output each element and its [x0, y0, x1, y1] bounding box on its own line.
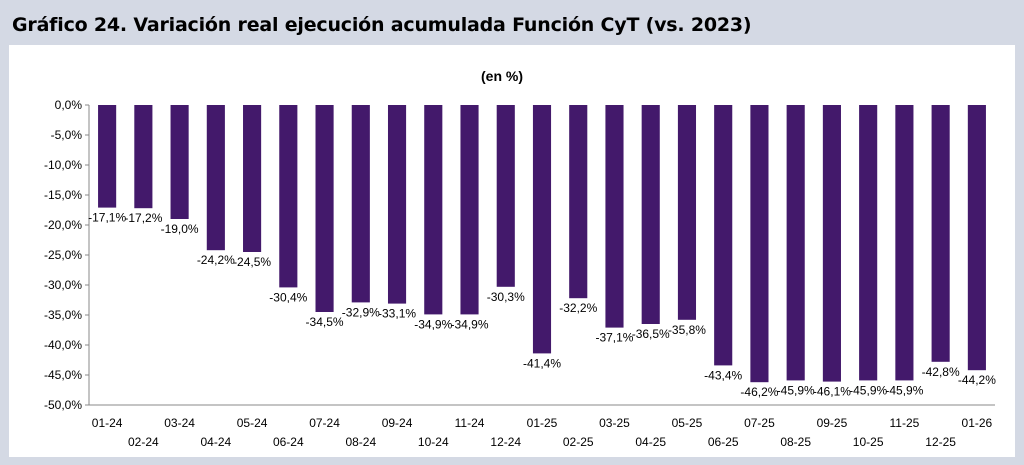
bar — [460, 105, 479, 315]
data-label: -24,5% — [233, 255, 271, 269]
bar — [134, 105, 153, 209]
bar — [822, 105, 841, 382]
data-label: -32,2% — [559, 301, 597, 315]
x-tick-label: 05-25 — [672, 416, 703, 430]
y-tick-label: -10,0% — [44, 158, 82, 172]
x-tick-label: 02-25 — [563, 435, 594, 449]
bar — [641, 105, 660, 324]
x-tick-label: 05-24 — [237, 416, 268, 430]
bar — [895, 105, 914, 381]
data-label: -44,2% — [958, 373, 996, 387]
data-label: -45,9% — [885, 383, 923, 397]
bar — [714, 105, 733, 366]
y-tick-label: -25,0% — [44, 248, 82, 262]
x-tick-label: 10-25 — [853, 435, 884, 449]
x-tick-label: 01-26 — [962, 416, 993, 430]
x-tick-label: 03-24 — [164, 416, 195, 430]
y-tick-label: -35,0% — [44, 308, 82, 322]
data-label: -36,5% — [632, 327, 670, 341]
data-labels-group: -17,1%-17,2%-19,0% -24,2%-24,5% -30,4% -34,… — [88, 211, 996, 400]
x-tick-label: 07-24 — [309, 416, 340, 430]
data-label: -19,0% — [161, 222, 199, 236]
data-label: -24,2% — [197, 253, 235, 267]
bar — [532, 105, 552, 354]
y-tick-label: 0,0% — [55, 98, 83, 112]
bar — [279, 105, 298, 288]
data-label: -34,5% — [306, 315, 344, 329]
data-label: -34,9% — [451, 317, 489, 331]
data-label: -34,9% — [414, 317, 452, 331]
data-label: -35,8% — [668, 323, 706, 337]
y-tick-label: -45,0% — [44, 368, 82, 382]
data-label: -17,1% — [88, 211, 126, 225]
x-tick-label: 12-25 — [925, 435, 956, 449]
axes-group: 0,0%-5,0%-10,0%-15,0%-20,0%-25,0%-30,0%-… — [44, 98, 995, 449]
bar — [243, 105, 262, 252]
data-label: -45,9% — [777, 383, 815, 397]
bar — [98, 105, 117, 208]
x-tick-label: 01-24 — [92, 416, 123, 430]
data-label: -33,1% — [378, 307, 416, 321]
data-label: -42,8% — [922, 365, 960, 379]
x-tick-label: 10-24 — [418, 435, 449, 449]
bar — [424, 105, 443, 315]
y-tick-label: -15,0% — [44, 188, 82, 202]
bars-group — [98, 105, 986, 383]
x-tick-label: 01-25 — [527, 416, 558, 430]
data-label: -43,4% — [704, 368, 742, 382]
bar — [170, 105, 189, 219]
x-tick-label: 11-24 — [455, 416, 485, 430]
data-label: -46,1% — [813, 385, 851, 399]
y-tick-label: -40,0% — [44, 338, 82, 352]
data-label: -45,9% — [849, 383, 887, 397]
y-tick-label: -50,0% — [44, 398, 82, 412]
bar-chart: (en %) 0,0% -5,0% -10,0% -15,0% -20,0% -25,0%… — [44, 68, 996, 449]
bar — [206, 105, 225, 251]
x-tick-label: 11-25 — [889, 416, 919, 430]
x-tick-label: 08-25 — [780, 435, 811, 449]
x-tick-label: 04-25 — [635, 435, 666, 449]
x-tick-label: 06-25 — [708, 435, 739, 449]
x-tick-label: 02-24 — [128, 435, 159, 449]
chart-subtitle: (en %) — [481, 68, 523, 84]
bar — [786, 105, 805, 381]
y-tick-label: -5,0% — [51, 128, 83, 142]
y-tick-label: -30,0% — [44, 278, 82, 292]
data-label: -17,2% — [124, 211, 162, 225]
x-tick-label: 07-25 — [744, 416, 775, 430]
x-tick-label: 09-24 — [382, 416, 413, 430]
y-tick-label: -20,0% — [44, 218, 82, 232]
data-label: -37,1% — [595, 331, 633, 345]
data-label: -30,4% — [269, 290, 307, 304]
x-tick-label: 08-24 — [345, 435, 376, 449]
bar — [351, 105, 370, 303]
x-tick-label: 06-24 — [273, 435, 304, 449]
data-label: -32,9% — [342, 305, 380, 319]
bar — [859, 105, 878, 381]
x-tick-label: 04-24 — [200, 435, 231, 449]
data-label: -30,3% — [487, 290, 525, 304]
bar — [605, 105, 624, 328]
chart-title: Gráfico 24. Variación real ejecución acu… — [12, 14, 752, 36]
chart-panel: (en %) 0,0% -5,0% -10,0% -15,0% -20,0% -25,0%… — [9, 45, 1015, 457]
bar — [569, 105, 588, 299]
bar — [315, 105, 334, 312]
x-tick-label: 03-25 — [599, 416, 630, 430]
bar — [677, 105, 697, 320]
bar — [496, 105, 515, 287]
data-label: -46,2% — [740, 385, 778, 399]
x-tick-label: 12-24 — [490, 435, 521, 449]
data-label: -41,4% — [523, 356, 561, 370]
bar — [931, 105, 950, 362]
x-tick-label: 09-25 — [817, 416, 848, 430]
bar — [387, 105, 407, 304]
bar — [967, 105, 986, 371]
bar — [750, 105, 769, 383]
